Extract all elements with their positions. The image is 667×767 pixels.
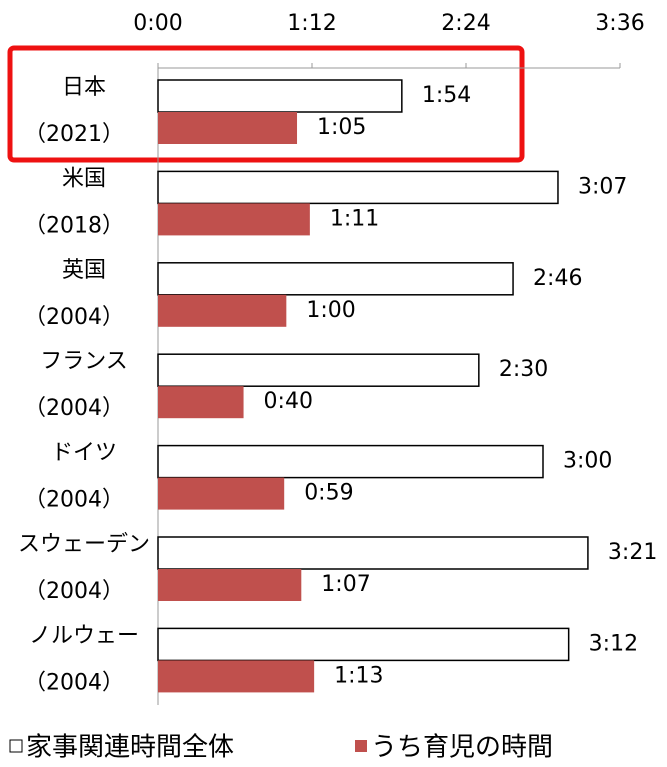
- value-label: 1:54: [422, 83, 471, 108]
- category-label: ノルウェー: [29, 623, 139, 648]
- value-label: 1:05: [317, 115, 366, 140]
- category-label: 米国: [62, 166, 106, 191]
- bar: [157, 353, 480, 387]
- category-label: フランス: [40, 349, 128, 374]
- category-label: 日本: [62, 75, 106, 100]
- value-label: 0:40: [264, 389, 313, 414]
- category-note: （2018）: [24, 213, 124, 238]
- bar: [158, 477, 285, 510]
- value-label: 3:00: [563, 449, 612, 474]
- bar: [157, 536, 589, 570]
- bar: [158, 386, 244, 419]
- x-tick-label: 2:24: [441, 11, 490, 36]
- x-tick-label: 3:36: [595, 11, 644, 36]
- category-note: （2004）: [24, 579, 124, 604]
- value-label: 1:13: [334, 663, 383, 688]
- highlight-box: [7, 45, 525, 163]
- value-label: 1:11: [330, 206, 379, 231]
- value-label: 3:12: [589, 631, 638, 656]
- bar: [157, 79, 403, 113]
- value-label: 1:00: [306, 298, 355, 323]
- value-label: 2:46: [533, 266, 582, 291]
- value-label: 3:07: [578, 174, 627, 199]
- category-label: スウェーデン: [18, 532, 150, 557]
- bar: [158, 112, 298, 144]
- category-label: ドイツ: [51, 441, 117, 466]
- category-note: （2021）: [24, 122, 124, 147]
- bar: [158, 203, 310, 236]
- bar: [157, 444, 544, 479]
- legend-swatch: [355, 740, 367, 752]
- value-label: 2:30: [499, 357, 548, 382]
- value-label: 3:21: [608, 540, 657, 565]
- bar: [157, 262, 514, 296]
- value-label: 0:59: [304, 481, 353, 506]
- category-label: 英国: [62, 258, 106, 283]
- category-note: （2004）: [24, 670, 124, 695]
- bar: [158, 569, 302, 601]
- bar: [158, 294, 287, 327]
- x-tick-label: 0:00: [133, 11, 182, 36]
- category-note: （2004）: [24, 488, 124, 513]
- legend-label: 家事関連時間全体: [26, 733, 234, 763]
- bar: [157, 170, 559, 205]
- category-note: （2004）: [24, 305, 124, 330]
- bar: [157, 627, 570, 662]
- bar: [158, 660, 315, 693]
- legend-swatch: [9, 739, 23, 753]
- category-note: （2004）: [24, 396, 124, 421]
- legend-label: うち育児の時間: [371, 733, 553, 763]
- x-tick-label: 1:12: [287, 11, 336, 36]
- value-label: 1:07: [321, 572, 370, 597]
